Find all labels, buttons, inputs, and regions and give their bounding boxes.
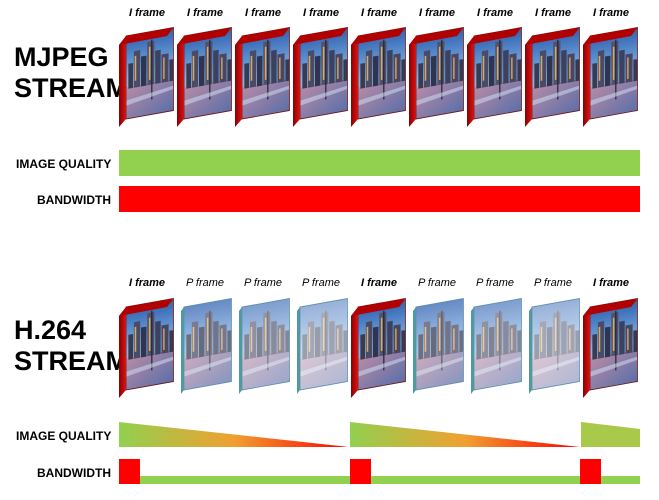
mjpeg-frame-5-iframe	[351, 27, 406, 127]
mjpeg-frame-label-2: I frame	[186, 7, 224, 19]
h264-frame-4-pframe	[297, 298, 348, 394]
h264-frame-3-pframe	[239, 298, 290, 394]
mjpeg-title-line1: MJPEG	[14, 42, 109, 72]
h264-frame-label-4: P frame	[301, 277, 341, 289]
h264-frame-6-pframe	[413, 298, 464, 394]
mjpeg-stream-title: MJPEG STREAM	[14, 42, 128, 104]
bandwidth-spike-2	[350, 459, 371, 484]
mjpeg-frame-label-9: I frame	[592, 7, 630, 19]
h264-image-quality-label: IMAGE QUALITY	[16, 429, 112, 443]
mjpeg-frame-label-4: I frame	[302, 7, 340, 19]
h264-frame-5-iframe	[351, 298, 406, 398]
h264-title-line2: STREAM	[14, 346, 128, 376]
h264-frame-label-1: I frame	[128, 277, 166, 289]
quality-decay-segment-3	[581, 422, 640, 447]
h264-frame-8-pframe	[529, 298, 580, 394]
quality-decay-segment-1	[119, 422, 349, 447]
mjpeg-frame-label-1: I frame	[128, 7, 166, 19]
h264-frame-9-iframe	[583, 298, 638, 398]
h264-frame-7-pframe	[471, 298, 522, 394]
mjpeg-image-quality-label: IMAGE QUALITY	[16, 157, 112, 171]
mjpeg-frame-8-iframe	[525, 27, 580, 127]
mjpeg-frame-label-7: I frame	[476, 7, 514, 19]
mjpeg-frame-2-iframe	[177, 27, 232, 127]
quality-decay-segment-2	[350, 422, 580, 447]
h264-frame-label-2: P frame	[185, 277, 225, 289]
mjpeg-frame-6-iframe	[409, 27, 464, 127]
h264-bandwidth-bar	[119, 459, 640, 484]
mjpeg-frame-9-iframe	[583, 27, 638, 127]
mjpeg-frame-7-iframe	[467, 27, 522, 127]
h264-frame-label-8: P frame	[533, 277, 573, 289]
h264-frame-label-9: I frame	[592, 277, 630, 289]
h264-frame-label-7: P frame	[475, 277, 515, 289]
mjpeg-bandwidth-label: BANDWIDTH	[37, 193, 111, 207]
h264-frame-label-3: P frame	[243, 277, 283, 289]
mjpeg-frame-3-iframe	[235, 27, 290, 127]
h264-stream-title: H.264 STREAM	[14, 315, 128, 377]
h264-frame-1-iframe	[119, 298, 174, 398]
mjpeg-frame-1-iframe	[119, 27, 174, 127]
bandwidth-baseline	[119, 476, 640, 484]
h264-frame-label-5: I frame	[360, 277, 398, 289]
mjpeg-bandwidth-bar	[119, 186, 640, 212]
bandwidth-spike-3	[580, 459, 601, 484]
h264-title-line1: H.264	[14, 315, 87, 345]
mjpeg-image-quality-bar	[119, 150, 640, 176]
bandwidth-spike-1	[119, 459, 140, 484]
h264-image-quality-bar	[119, 422, 640, 447]
mjpeg-frame-label-5: I frame	[360, 7, 398, 19]
h264-frame-2-pframe	[181, 298, 232, 394]
mjpeg-frame-label-6: I frame	[418, 7, 456, 19]
h264-frame-label-6: P frame	[417, 277, 457, 289]
mjpeg-frame-4-iframe	[293, 27, 348, 127]
h264-bandwidth-label: BANDWIDTH	[37, 466, 111, 480]
mjpeg-title-line2: STREAM	[14, 73, 128, 103]
mjpeg-frame-label-3: I frame	[244, 7, 282, 19]
mjpeg-frame-label-8: I frame	[534, 7, 572, 19]
